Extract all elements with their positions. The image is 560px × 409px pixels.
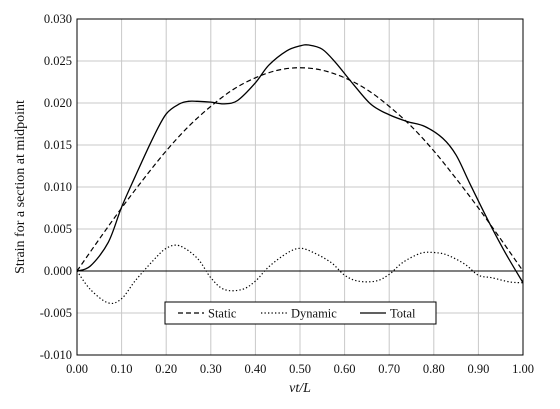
x-axis-title: vt/L	[289, 381, 311, 396]
legend-label-dynamic: Dynamic	[291, 307, 337, 321]
y-tick-label: 0.015	[44, 138, 72, 152]
x-tick-label: 0.60	[334, 362, 356, 376]
series-line-dynamic	[76, 244, 524, 305]
y-tick-label: 0.000	[44, 264, 72, 278]
legend-label-static: Static	[208, 307, 237, 321]
x-tick-label: 0.40	[244, 362, 266, 376]
x-tick-label: 1.00	[512, 362, 534, 376]
y-tick-label: 0.020	[44, 96, 72, 110]
x-tick-label: 0.90	[467, 362, 489, 376]
x-tick-label: 0.30	[200, 362, 222, 376]
x-tick-label: 0.80	[423, 362, 445, 376]
x-tick-label: 0.20	[155, 362, 177, 376]
legend: Static Dynamic Total	[164, 301, 437, 325]
y-tick-label: 0.005	[44, 222, 72, 236]
y-tick-label: -0.010	[40, 348, 72, 362]
x-tick-label: 0.50	[289, 362, 311, 376]
y-tick-label: 0.025	[44, 54, 72, 68]
series-group	[76, 44, 524, 305]
y-tick-labels: -0.010 -0.005 0.000 0.005 0.010 0.015 0.020 0.0…	[40, 12, 72, 362]
series-line-static	[76, 67, 524, 272]
x-tick-label: 0.10	[111, 362, 133, 376]
x-tick-label: 0.00	[66, 362, 88, 376]
y-tick-label: 0.010	[44, 180, 72, 194]
legend-label-total: Total	[390, 307, 416, 321]
y-tick-label: -0.005	[40, 306, 72, 320]
x-tick-labels: 0.00 0.10 0.20 0.30 0.40 0.50 0.60 0.70 0.80 0.90…	[66, 362, 534, 376]
x-tick-label: 0.70	[378, 362, 400, 376]
plot-frame	[76, 18, 524, 356]
series-line-total	[76, 44, 524, 284]
y-axis-title: Strain for a section at midpoint	[13, 100, 28, 274]
legend-box	[164, 301, 437, 325]
y-tick-label: 0.030	[44, 12, 72, 26]
